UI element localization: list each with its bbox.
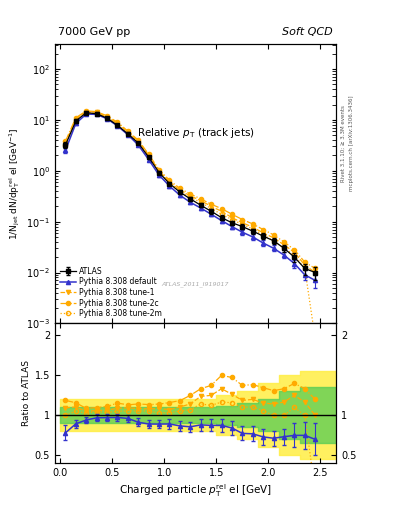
Text: ATLAS_2011_I919017: ATLAS_2011_I919017	[162, 281, 229, 287]
Text: Relative $p_{\mathsf{T}}$ (track jets): Relative $p_{\mathsf{T}}$ (track jets)	[137, 126, 254, 140]
Y-axis label: Ratio to ATLAS: Ratio to ATLAS	[22, 360, 31, 426]
Y-axis label: 1/N$_{\mathsf{jet}}$ dN/dp$^{\mathsf{rel}}_{\mathsf{T}}$ el [GeV$^{-1}$]: 1/N$_{\mathsf{jet}}$ dN/dp$^{\mathsf{rel…	[7, 127, 22, 240]
Legend: ATLAS, Pythia 8.308 default, Pythia 8.308 tune-1, Pythia 8.308 tune-2c, Pythia 8: ATLAS, Pythia 8.308 default, Pythia 8.30…	[59, 265, 163, 319]
Text: mcplots.cern.ch [arXiv:1306.3436]: mcplots.cern.ch [arXiv:1306.3436]	[349, 96, 354, 191]
Text: Rivet 3.1.10; ≥ 3.3M events: Rivet 3.1.10; ≥ 3.3M events	[341, 105, 346, 182]
Text: Soft QCD: Soft QCD	[283, 27, 333, 36]
X-axis label: Charged particle $p^{\mathsf{rel}}_{\mathsf{T}}$ el [GeV]: Charged particle $p^{\mathsf{rel}}_{\mat…	[119, 482, 272, 499]
Text: 7000 GeV pp: 7000 GeV pp	[58, 27, 130, 36]
